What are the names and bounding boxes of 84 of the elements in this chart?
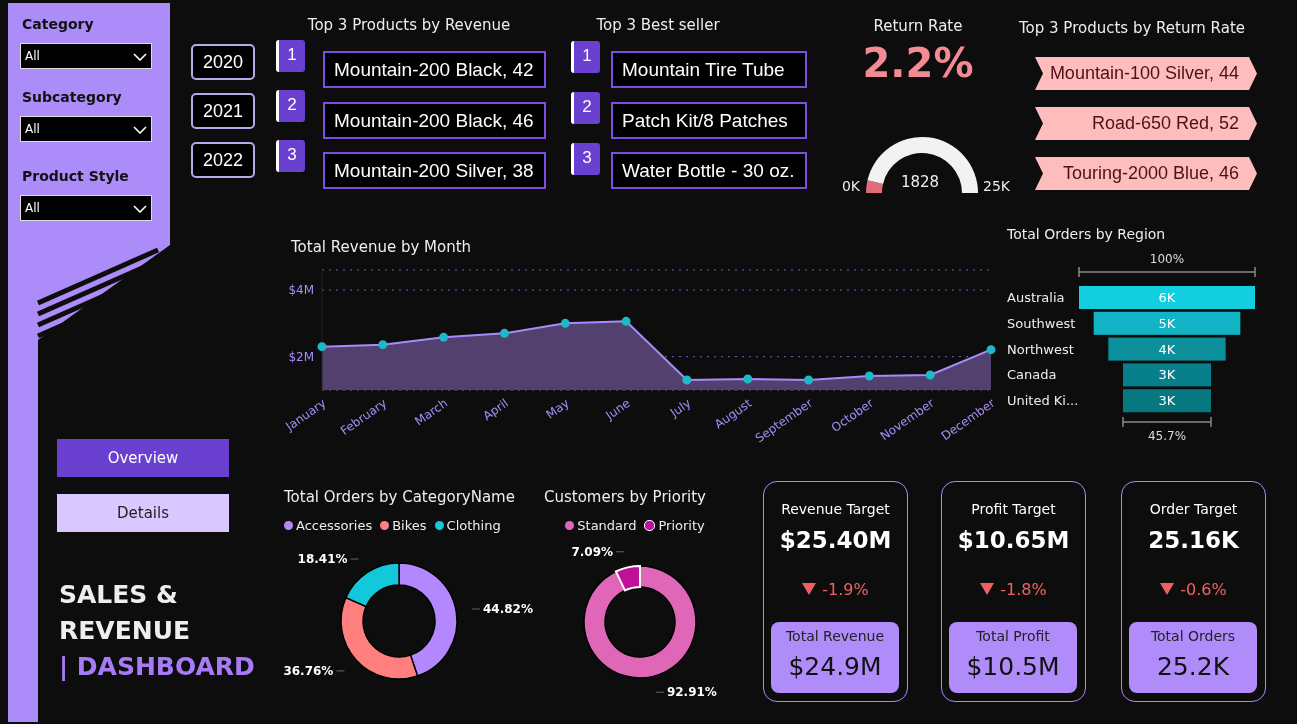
chart-title: Customers by Priority (544, 488, 707, 508)
text: -1.9% (822, 579, 869, 599)
y-tick-label: $4M (288, 283, 314, 298)
text: Total Orders (1149, 628, 1237, 646)
text: 45.7% (1146, 429, 1188, 443)
text: Return Rate (872, 17, 964, 35)
text: 0K (840, 178, 860, 196)
text: $10.65M (956, 527, 1071, 555)
text: $25.40M (778, 527, 893, 555)
text: Profit Target (970, 501, 1057, 519)
donut-slice (614, 565, 641, 592)
data-label: 7.09% (571, 544, 614, 559)
text: 1828 (899, 173, 941, 191)
text: 2020 (191, 44, 255, 80)
data-label: 18.41% (297, 552, 348, 567)
chart-title: Total Revenue by Month (291, 238, 473, 258)
text: $24.9M (787, 652, 883, 683)
text: Top 3 Best seller (595, 16, 721, 34)
legend-label: Accessories (295, 518, 373, 533)
text: -1.8% (1000, 579, 1047, 599)
text: 3 (276, 140, 305, 172)
x-tick-label: May (543, 395, 572, 422)
text: 2022 (191, 142, 255, 178)
donut-slice (583, 565, 697, 679)
text: Patch Kit/8 Patches (611, 101, 807, 139)
text: Details (57, 494, 229, 532)
data-label: 3K (1158, 393, 1176, 409)
text: $10.5M (965, 652, 1061, 683)
text: Water Bottle - 30 oz. (611, 152, 807, 189)
legend-label: Bikes (391, 518, 427, 533)
category-label: Northwest (1007, 341, 1074, 357)
text: 25.2K (1155, 652, 1231, 683)
text: All (20, 116, 152, 142)
text: Total Revenue (784, 628, 886, 646)
text: Total Profit (975, 628, 1051, 646)
text: Road-650 Red, 52 (1090, 112, 1239, 135)
text: SALES & (59, 580, 179, 611)
text: 1 (571, 41, 600, 73)
text: 100% (1148, 252, 1186, 266)
category-label: Australia (1007, 290, 1065, 305)
legend-label: Priority (657, 518, 705, 533)
text: Order Target (1148, 501, 1239, 519)
text: -0.6% (1180, 579, 1227, 599)
data-label: 36.76% (283, 663, 334, 678)
category-label: Southwest (1007, 315, 1076, 331)
text: Top 3 Products by Return Rate (1017, 19, 1246, 37)
text: | DASHBOARD (59, 652, 256, 683)
text: All (20, 195, 152, 221)
y-tick-label: $2M (288, 349, 314, 364)
data-label: 3K (1158, 367, 1176, 383)
text: Top 3 Products by Revenue (306, 16, 512, 34)
chart-title: Total Orders by CategoryName (284, 488, 515, 506)
text: 25.16K (1147, 527, 1240, 555)
text: Mountain-200 Silver, 38 (323, 152, 546, 189)
text: Mountain-100 Silver, 44 (1048, 62, 1239, 85)
text: REVENUE (59, 616, 192, 647)
legend-label: Clothing (445, 518, 501, 533)
text: Total Orders by Region (1007, 226, 1167, 244)
text: All (20, 43, 152, 69)
text: 3 (571, 143, 600, 175)
category-label: United Ki... (1007, 393, 1079, 409)
data-label: 6K (1158, 290, 1176, 305)
data-label: 4K (1158, 341, 1176, 357)
category-label: Canada (1007, 367, 1057, 383)
text: Mountain-200 Black, 46 (323, 101, 546, 139)
text: Category (22, 16, 95, 34)
data-label: 92.91% (666, 685, 717, 700)
text: 2.2% (861, 40, 975, 86)
text: Touring-2000 Blue, 46 (1061, 162, 1239, 185)
data-label: 44.82% (483, 602, 534, 617)
text: Subcategory (22, 89, 123, 107)
text: 1 (276, 40, 305, 72)
text: Mountain-200 Black, 42 (323, 51, 546, 88)
data-label: 5K (1158, 315, 1176, 331)
text: Overview (57, 439, 229, 477)
text: 2021 (191, 93, 255, 129)
text: 2 (571, 92, 600, 124)
text: 25K (983, 178, 1011, 196)
text: 2 (276, 90, 305, 122)
x-tick-label: July (666, 395, 694, 421)
legend-label: Standard (576, 518, 637, 533)
text: Mountain Tire Tube (611, 51, 807, 88)
text: Revenue Target (780, 501, 891, 519)
text: Product Style (22, 168, 130, 186)
